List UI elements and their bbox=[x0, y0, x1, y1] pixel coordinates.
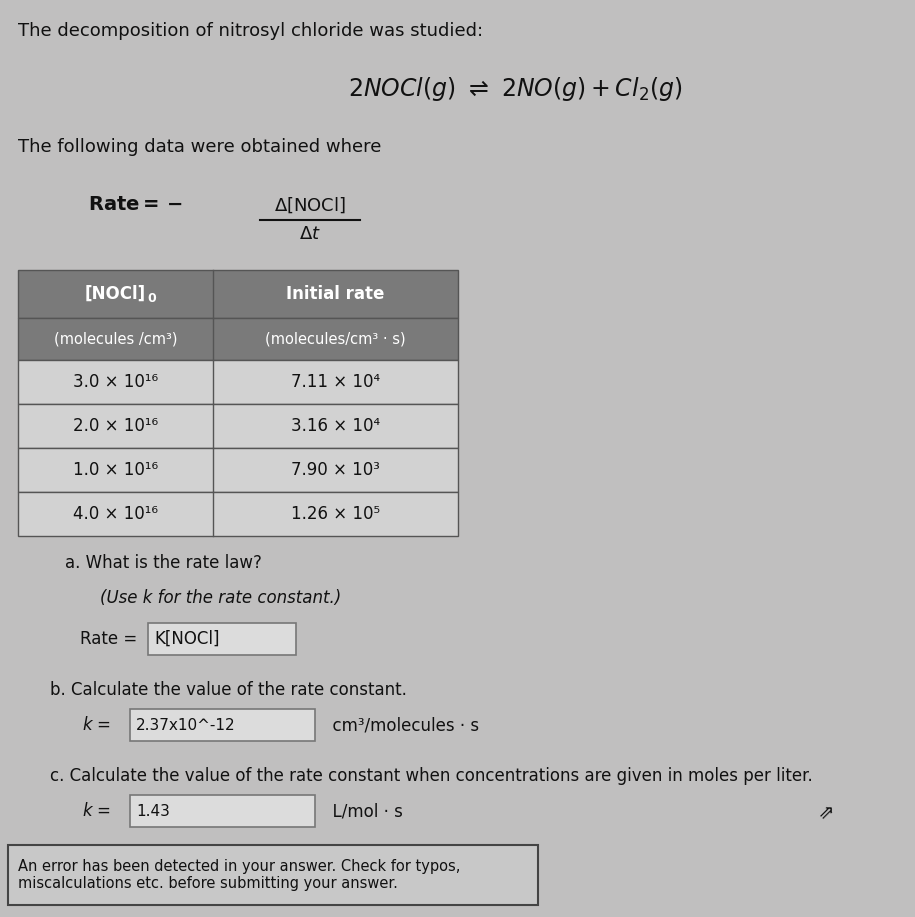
Bar bbox=[18, 492, 458, 536]
Bar bbox=[18, 448, 458, 492]
Text: Initial rate: Initial rate bbox=[286, 285, 384, 303]
Bar bbox=[148, 623, 296, 655]
Text: K[NOCl]: K[NOCl] bbox=[154, 630, 220, 648]
Text: 2.0 × 10¹⁶: 2.0 × 10¹⁶ bbox=[73, 417, 158, 435]
Text: $\Uparrow$: $\Uparrow$ bbox=[810, 798, 836, 824]
Text: 1.26 × 10⁵: 1.26 × 10⁵ bbox=[291, 505, 380, 523]
Bar bbox=[130, 795, 315, 827]
Text: b. Calculate the value of the rate constant.: b. Calculate the value of the rate const… bbox=[50, 681, 407, 699]
Text: 1.43: 1.43 bbox=[136, 803, 170, 819]
Bar bbox=[130, 709, 315, 741]
Text: 7.90 × 10³: 7.90 × 10³ bbox=[291, 461, 380, 479]
Text: $\Delta$[NOCl]: $\Delta$[NOCl] bbox=[274, 195, 346, 215]
Text: The following data were obtained where: The following data were obtained where bbox=[18, 138, 382, 156]
Text: 3.16 × 10⁴: 3.16 × 10⁴ bbox=[291, 417, 380, 435]
Text: $\mathit{2NOCl(g)}$ $\rightleftharpoons$ $\mathit{2NO(g) + Cl_2(g)}$: $\mathit{2NOCl(g)}$ $\rightleftharpoons$… bbox=[348, 75, 683, 103]
Text: 1.0 × 10¹⁶: 1.0 × 10¹⁶ bbox=[73, 461, 158, 479]
Bar bbox=[18, 360, 458, 404]
Text: (Use k for the rate constant.): (Use k for the rate constant.) bbox=[100, 589, 341, 607]
Text: (molecules/cm³ · s): (molecules/cm³ · s) bbox=[265, 332, 406, 347]
Text: cm³/molecules · s: cm³/molecules · s bbox=[322, 716, 479, 734]
Text: (molecules /cm³): (molecules /cm³) bbox=[54, 332, 178, 347]
Text: 0: 0 bbox=[147, 293, 156, 305]
Bar bbox=[18, 270, 458, 318]
Text: 2.37x10^-12: 2.37x10^-12 bbox=[136, 717, 236, 733]
Text: a. What is the rate law?: a. What is the rate law? bbox=[65, 554, 262, 572]
Text: 7.11 × 10⁴: 7.11 × 10⁴ bbox=[291, 373, 380, 391]
Bar bbox=[8, 845, 538, 905]
Text: 4.0 × 10¹⁶: 4.0 × 10¹⁶ bbox=[73, 505, 158, 523]
Text: $k$ =: $k$ = bbox=[82, 716, 113, 734]
Bar bbox=[18, 404, 458, 448]
Text: $\Delta t$: $\Delta t$ bbox=[299, 225, 321, 243]
Text: [NOCl]: [NOCl] bbox=[85, 285, 146, 303]
Text: 3.0 × 10¹⁶: 3.0 × 10¹⁶ bbox=[73, 373, 158, 391]
Text: c. Calculate the value of the rate constant when concentrations are given in mol: c. Calculate the value of the rate const… bbox=[50, 767, 813, 785]
Text: Rate =: Rate = bbox=[80, 630, 143, 648]
Text: $k$ =: $k$ = bbox=[82, 802, 113, 820]
Text: The decomposition of nitrosyl chloride was studied:: The decomposition of nitrosyl chloride w… bbox=[18, 22, 483, 40]
Text: $\mathbf{Rate = -}$: $\mathbf{Rate = -}$ bbox=[88, 195, 183, 214]
Text: L/mol · s: L/mol · s bbox=[322, 802, 403, 820]
Text: An error has been detected in your answer. Check for typos,
miscalculations etc.: An error has been detected in your answe… bbox=[18, 859, 460, 891]
Bar bbox=[18, 318, 458, 360]
